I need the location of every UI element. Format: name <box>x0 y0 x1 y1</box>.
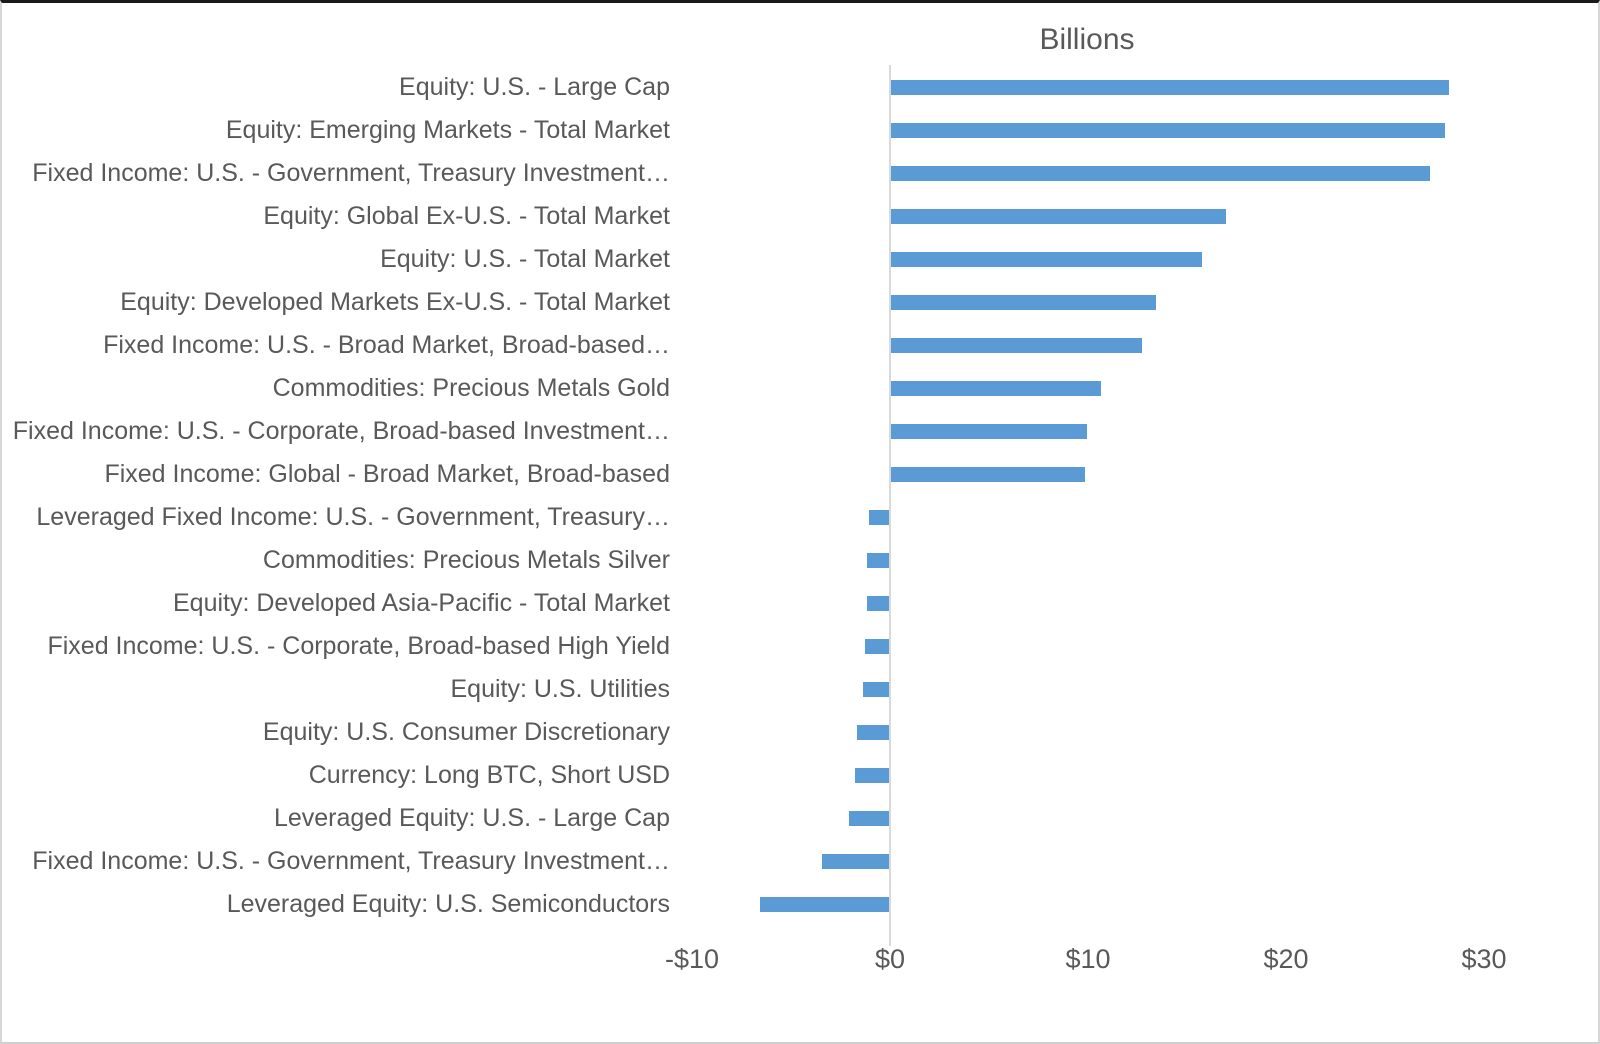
chart-title: Billions <box>1039 23 1135 56</box>
category-label: Leveraged Fixed Income: U.S. - Governmen… <box>36 503 670 531</box>
category-label: Equity: Emerging Markets - Total Market <box>225 116 670 144</box>
category-label: Equity: U.S. Utilities <box>450 675 670 703</box>
bar <box>867 553 889 568</box>
bar <box>857 725 889 740</box>
x-tick-label: $30 <box>1461 944 1507 974</box>
bar <box>891 123 1446 138</box>
x-tick-label: $0 <box>874 944 906 974</box>
x-tick-label: $20 <box>1263 944 1309 974</box>
bar <box>891 338 1143 353</box>
bar <box>863 682 889 697</box>
category-label: Equity: U.S. - Total Market <box>380 245 670 273</box>
bar <box>891 295 1157 310</box>
category-label: Equity: U.S. - Large Cap <box>399 73 670 101</box>
category-label: Leveraged Equity: U.S. - Large Cap <box>273 804 670 832</box>
bar <box>891 424 1088 439</box>
category-label: Equity: U.S. Consumer Discretionary <box>262 718 670 746</box>
bar <box>891 381 1101 396</box>
category-label: Fixed Income: Global - Broad Market, Bro… <box>104 460 670 488</box>
x-tick-label: $10 <box>1065 944 1111 974</box>
category-label: Equity: Global Ex-U.S. - Total Market <box>263 202 670 230</box>
category-label: Fixed Income: U.S. - Corporate, Broad-ba… <box>12 417 670 445</box>
bar <box>849 811 889 826</box>
bar <box>821 854 889 869</box>
value-axis-line <box>889 65 891 926</box>
category-label: Fixed Income: U.S. - Corporate, Broad-ba… <box>47 632 670 660</box>
category-label: Equity: Developed Markets Ex-U.S. - Tota… <box>120 288 670 316</box>
category-label: Commodities: Precious Metals Gold <box>272 374 670 402</box>
bar <box>855 768 889 783</box>
bar <box>760 897 889 912</box>
bar <box>891 166 1430 181</box>
category-label: Fixed Income: U.S. - Broad Market, Broad… <box>103 331 670 359</box>
category-label: Currency: Long BTC, Short USD <box>308 761 670 789</box>
bar <box>891 252 1202 267</box>
category-label: Equity: Developed Asia-Pacific - Total M… <box>173 589 670 617</box>
category-label: Commodities: Precious Metals Silver <box>262 546 670 574</box>
bar <box>891 209 1226 224</box>
bar <box>891 80 1450 95</box>
x-tick-label: -$10 <box>664 944 720 974</box>
bar <box>867 596 889 611</box>
category-label: Leveraged Equity: U.S. Semiconductors <box>226 890 670 918</box>
zero-tick-mark <box>889 926 891 946</box>
category-label: Fixed Income: U.S. - Government, Treasur… <box>32 847 670 875</box>
bar <box>891 467 1086 482</box>
category-label: Fixed Income: U.S. - Government, Treasur… <box>32 159 670 187</box>
bar <box>865 639 889 654</box>
bar <box>869 510 889 525</box>
